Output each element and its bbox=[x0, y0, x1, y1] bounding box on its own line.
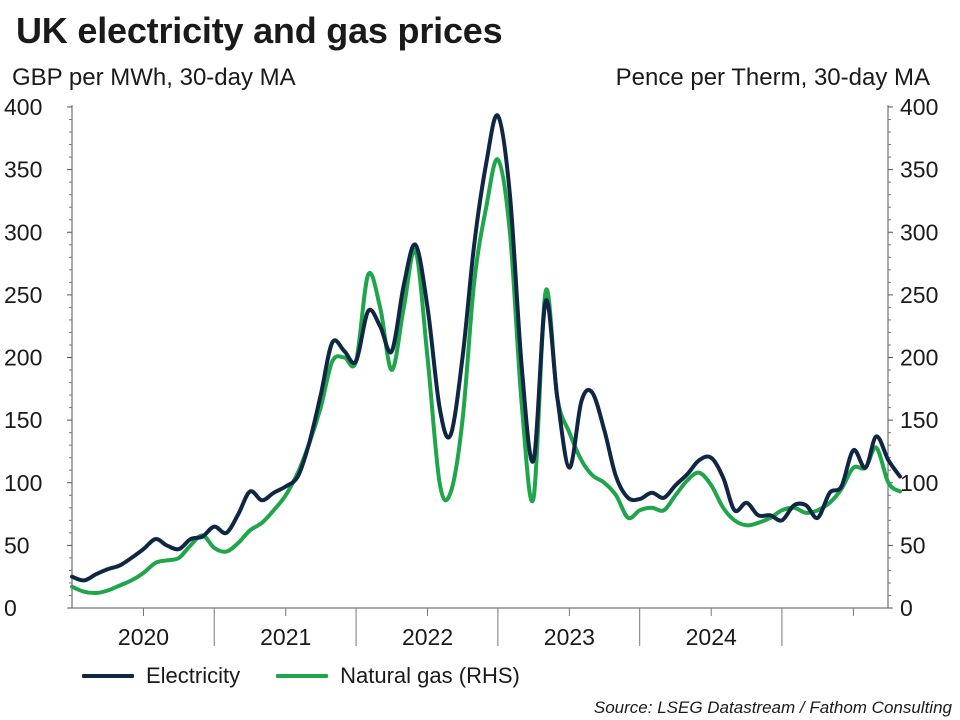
left-y-tick-label: 350 bbox=[4, 157, 42, 183]
right-y-tick-label: 200 bbox=[900, 345, 938, 371]
legend-label-natural-gas: Natural gas (RHS) bbox=[340, 663, 520, 688]
left-y-tick-label: 400 bbox=[4, 94, 42, 120]
left-y-tick-label: 300 bbox=[4, 219, 42, 245]
left-axis-unit-label: GBP per MWh, 30-day MA bbox=[12, 64, 296, 91]
x-tick-label: 2021 bbox=[260, 624, 311, 650]
source-note: Source: LSEG Datastream / Fathom Consult… bbox=[593, 698, 952, 717]
legend: Electricity Natural gas (RHS) bbox=[82, 663, 556, 689]
right-y-tick-label: 100 bbox=[900, 470, 938, 496]
legend-swatch-natural-gas bbox=[276, 674, 329, 678]
x-tick-label: 2023 bbox=[544, 624, 595, 650]
right-y-tick-label: 150 bbox=[900, 407, 938, 433]
natural-gas-series-line bbox=[70, 157, 902, 596]
right-y-tick-label: 50 bbox=[900, 532, 926, 558]
left-y-tick-label: 150 bbox=[4, 407, 42, 433]
legend-label-electricity: Electricity bbox=[146, 663, 241, 688]
right-y-tick-label: 0 bbox=[900, 595, 913, 621]
right-axis-unit-label: Pence per Therm, 30-day MA bbox=[615, 64, 930, 91]
right-y-tick-label: 400 bbox=[900, 94, 938, 120]
x-tick-label: 2024 bbox=[686, 624, 737, 650]
legend-swatch-electricity bbox=[82, 674, 134, 678]
x-tick-label: 2022 bbox=[402, 624, 453, 650]
electricity-series-line bbox=[70, 113, 902, 583]
right-y-tick-label: 350 bbox=[900, 157, 938, 183]
axes-layer: 0 0 50 50 100 100 150 150 200 200 250 250 300 300 350 3… bbox=[4, 94, 938, 650]
legend-item-natural-gas: Natural gas (RHS) bbox=[276, 663, 520, 689]
left-y-tick-label: 50 bbox=[4, 532, 30, 558]
left-y-tick-label: 0 bbox=[4, 595, 17, 621]
chart-title: UK electricity and gas prices bbox=[16, 10, 503, 51]
right-y-tick-label: 250 bbox=[900, 282, 938, 308]
left-y-tick-label: 200 bbox=[4, 345, 42, 371]
left-y-tick-label: 100 bbox=[4, 470, 42, 496]
lines-layer bbox=[70, 113, 902, 596]
right-y-tick-label: 300 bbox=[900, 219, 938, 245]
left-y-tick-label: 250 bbox=[4, 282, 42, 308]
x-tick-label: 2020 bbox=[118, 624, 169, 650]
legend-item-electricity: Electricity bbox=[82, 663, 240, 689]
